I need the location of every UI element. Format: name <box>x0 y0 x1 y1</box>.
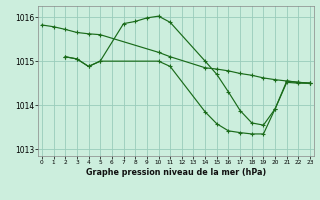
X-axis label: Graphe pression niveau de la mer (hPa): Graphe pression niveau de la mer (hPa) <box>86 168 266 177</box>
